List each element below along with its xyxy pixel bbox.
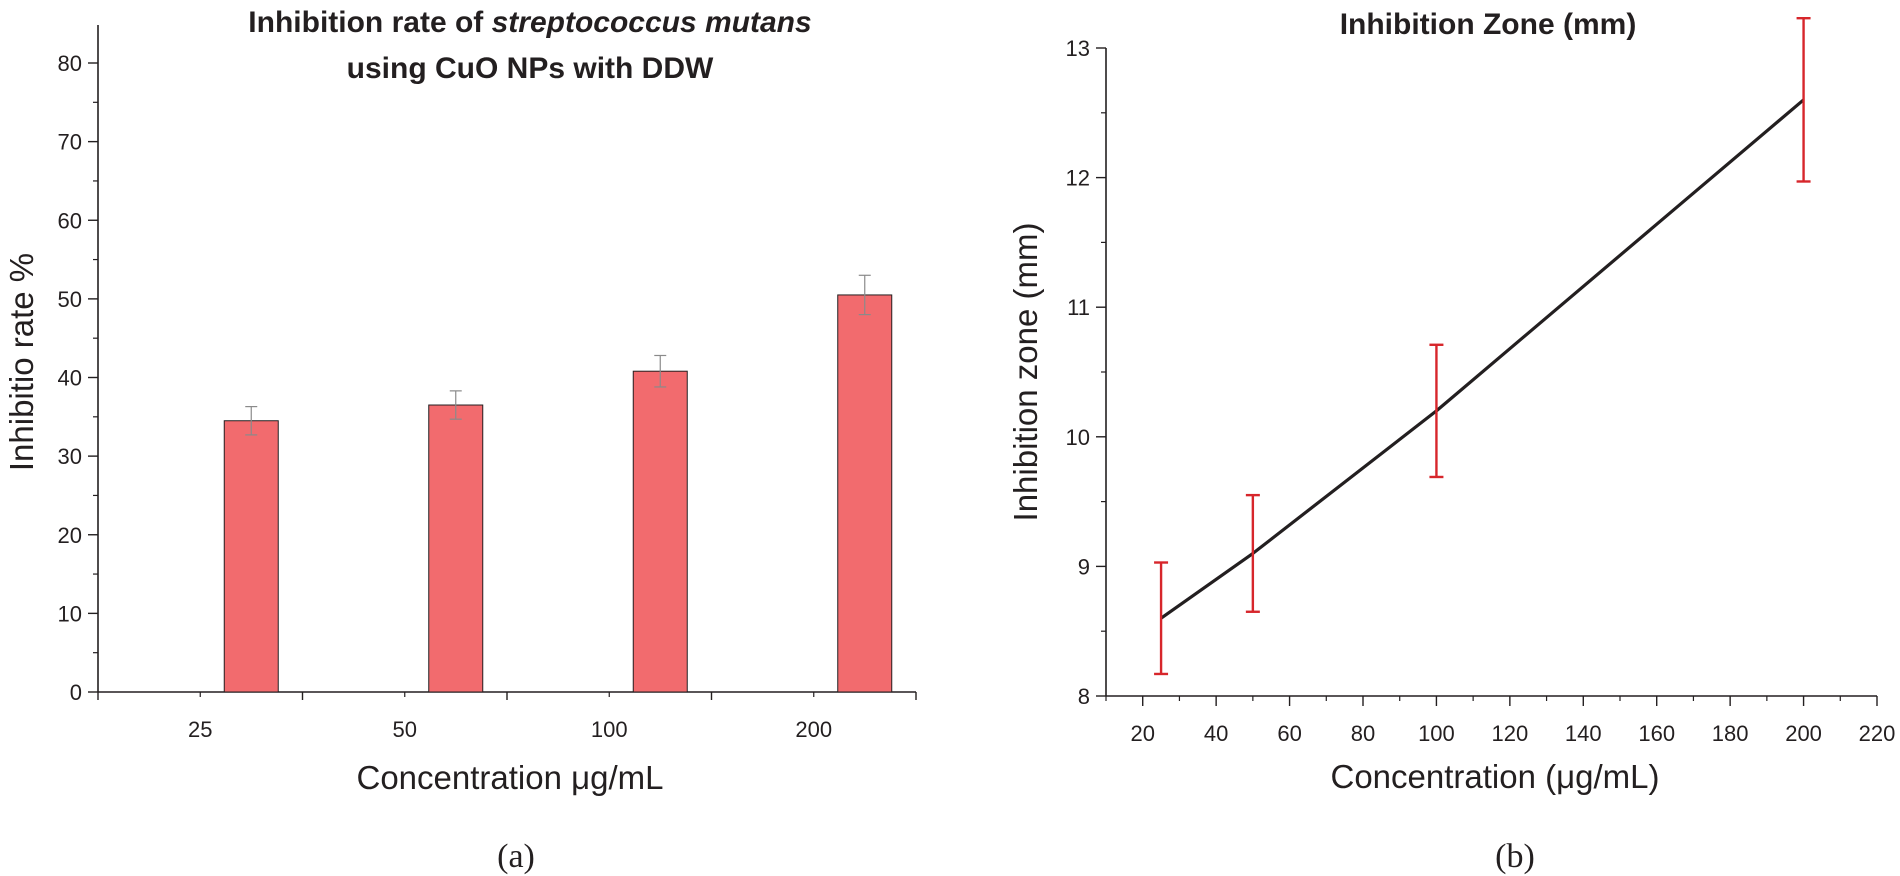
chart-b-y-axis-title: Inhibition zone (mm) bbox=[1007, 223, 1044, 522]
x-tick-label: 200 bbox=[1785, 721, 1822, 746]
x-tick-label: 100 bbox=[591, 717, 628, 742]
line-chart-b: Inhibition Zone (mm) 8 9 10 11 12 13 20 40 60 80… bbox=[1007, 8, 1895, 795]
chart-a-title-line2: using CuO NPs with DDW bbox=[347, 52, 714, 85]
x-tick-label: 120 bbox=[1491, 721, 1528, 746]
y-tick-label: 13 bbox=[1066, 36, 1090, 61]
x-tick-label: 100 bbox=[1418, 721, 1455, 746]
x-tick-label: 20 bbox=[1130, 721, 1154, 746]
y-tick-label: 10 bbox=[1066, 425, 1090, 450]
y-tick-label: 70 bbox=[58, 130, 82, 155]
chart-b-series bbox=[1154, 16, 1811, 676]
y-tick-label: 12 bbox=[1066, 166, 1090, 191]
bar-chart-a: Inhibition rate of streptococcus mutans … bbox=[3, 6, 917, 796]
bar bbox=[837, 294, 893, 693]
series-line bbox=[1160, 98, 1805, 620]
chart-a-bars bbox=[223, 274, 893, 693]
y-tick-label: 20 bbox=[58, 523, 82, 548]
chart-a-y-ticks: 0 10 20 30 40 50 60 70 80 bbox=[58, 51, 98, 705]
x-tick-label: 80 bbox=[1351, 721, 1375, 746]
x-tick-label: 180 bbox=[1712, 721, 1749, 746]
panel-label-b: (b) bbox=[1495, 838, 1535, 875]
y-tick-label: 11 bbox=[1067, 295, 1090, 320]
x-tick-label: 50 bbox=[393, 717, 417, 742]
chart-b-y-ticks: 8 9 10 11 12 13 bbox=[1066, 36, 1106, 709]
chart-b-title: Inhibition Zone (mm) bbox=[1340, 8, 1637, 41]
chart-a-x-ticks: 25 50 100 200 bbox=[97, 692, 917, 742]
x-tick-label: 160 bbox=[1638, 721, 1675, 746]
chart-b-x-ticks: 20 40 60 80 100 120 140 160 180 200 220 bbox=[1105, 696, 1896, 746]
chart-a-title-italic: streptococcus mutans bbox=[492, 6, 812, 39]
y-tick-label: 80 bbox=[58, 51, 82, 76]
chart-b-x-axis-title: Concentration (μg/mL) bbox=[1331, 758, 1660, 795]
y-tick-label: 0 bbox=[70, 680, 82, 705]
panel-label-a: (a) bbox=[497, 838, 535, 875]
bar bbox=[632, 370, 688, 693]
y-tick-label: 9 bbox=[1078, 554, 1090, 579]
y-tick-label: 60 bbox=[58, 208, 82, 233]
x-tick-label: 25 bbox=[188, 717, 212, 742]
bar bbox=[428, 404, 484, 693]
bar bbox=[223, 420, 279, 693]
y-tick-label: 10 bbox=[58, 601, 82, 626]
y-tick-label: 50 bbox=[58, 287, 82, 312]
x-tick-label: 40 bbox=[1204, 721, 1228, 746]
chart-a-title-line1: Inhibition rate of streptococcus mutans bbox=[248, 6, 811, 39]
y-tick-label: 40 bbox=[58, 366, 82, 391]
chart-a-x-axis-title: Concentration μg/mL bbox=[356, 759, 663, 796]
x-tick-label: 60 bbox=[1277, 721, 1301, 746]
chart-a-title-plain: Inhibition rate of bbox=[248, 6, 491, 39]
y-tick-label: 8 bbox=[1078, 684, 1090, 709]
chart-a-y-axis-title: Inhibitio rate % bbox=[3, 253, 40, 471]
x-tick-label: 200 bbox=[795, 717, 832, 742]
y-tick-label: 30 bbox=[58, 444, 82, 469]
x-tick-label: 220 bbox=[1859, 721, 1896, 746]
x-tick-label: 140 bbox=[1565, 721, 1602, 746]
